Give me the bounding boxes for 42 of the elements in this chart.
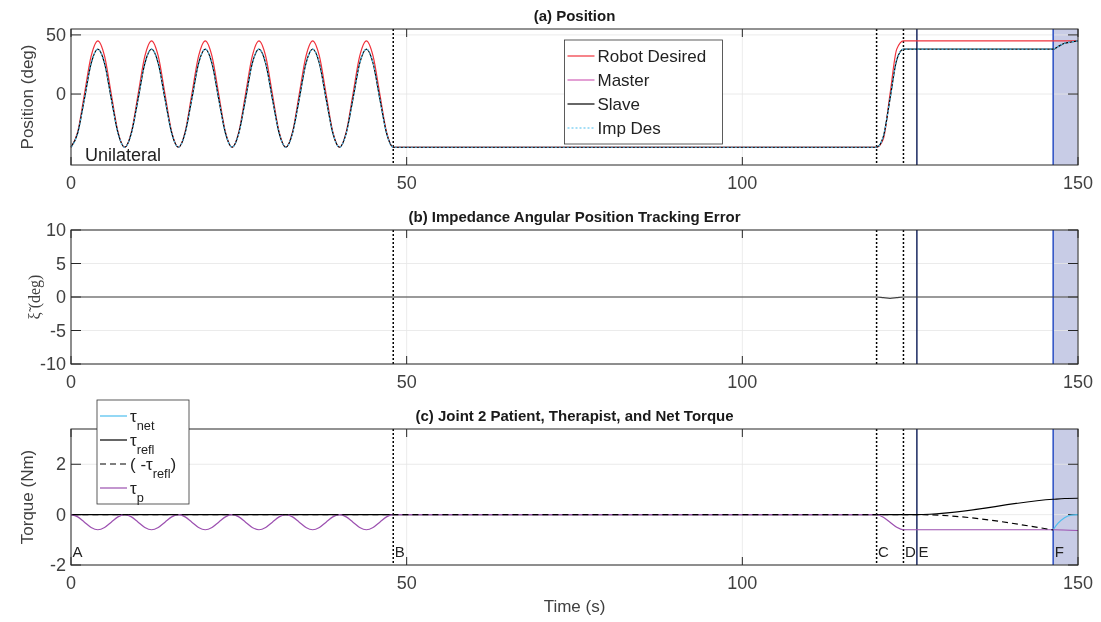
y-tick-label: -2: [49, 555, 66, 575]
x-tick-label: 50: [396, 573, 417, 593]
x-axis-title: Time (s): [543, 597, 606, 616]
chart-title: (c) Joint 2 Patient, Therapist, and Net Torque: [415, 407, 734, 424]
legend-label: Imp Des: [597, 119, 661, 138]
annotation: Unilateral: [85, 145, 162, 165]
y-tick-label: -10: [39, 354, 66, 374]
x-tick-label: 50: [396, 372, 417, 392]
legend-label: τ$_{p}$: [130, 479, 144, 505]
annotation: B: [394, 543, 405, 560]
x-tick-label: 150: [1062, 173, 1094, 193]
legend-label: ( -τ$_{refl}$): [130, 455, 177, 481]
y-tick-label: 2: [55, 454, 66, 475]
x-tick-label: 100: [727, 372, 758, 392]
x-tick-label: 100: [727, 573, 758, 593]
y-tick-label: 0: [55, 287, 66, 307]
annotation: A: [72, 543, 83, 560]
annotation: E: [918, 543, 929, 560]
annotation: D: [904, 543, 916, 560]
y-tick-label: 50: [45, 24, 66, 45]
y-tick-label: 0: [55, 84, 66, 105]
y-axis-title: Position (deg): [18, 44, 37, 150]
y-axis-title: Torque (Nm): [18, 449, 37, 545]
legend-label: τ$_{net}$: [130, 407, 155, 433]
chart-title: (b) Impedance Angular Position Tracking Error: [408, 208, 741, 225]
y-tick-label: 0: [55, 504, 66, 525]
x-tick-label: 50: [396, 173, 417, 193]
x-tick-label: 150: [1062, 573, 1094, 593]
legend-label: Robot Desired: [597, 47, 707, 66]
chart-title: (a) Position: [533, 7, 616, 24]
y-tick-label: 5: [55, 253, 66, 274]
y-axis-title: ξ̃ (deg): [26, 274, 44, 320]
legend-label: Slave: [597, 95, 641, 114]
legend-label: Master: [597, 71, 650, 90]
annotation: C: [878, 543, 890, 560]
y-tick-label: -5: [49, 320, 66, 341]
line-series: [1052, 514, 1079, 531]
legend-label: τ$_{refl}$: [130, 431, 155, 457]
y-tick-label: 10: [45, 220, 66, 240]
x-tick-label: 150: [1062, 372, 1094, 392]
annotation: F: [1054, 543, 1064, 560]
x-tick-label: 100: [727, 173, 758, 193]
